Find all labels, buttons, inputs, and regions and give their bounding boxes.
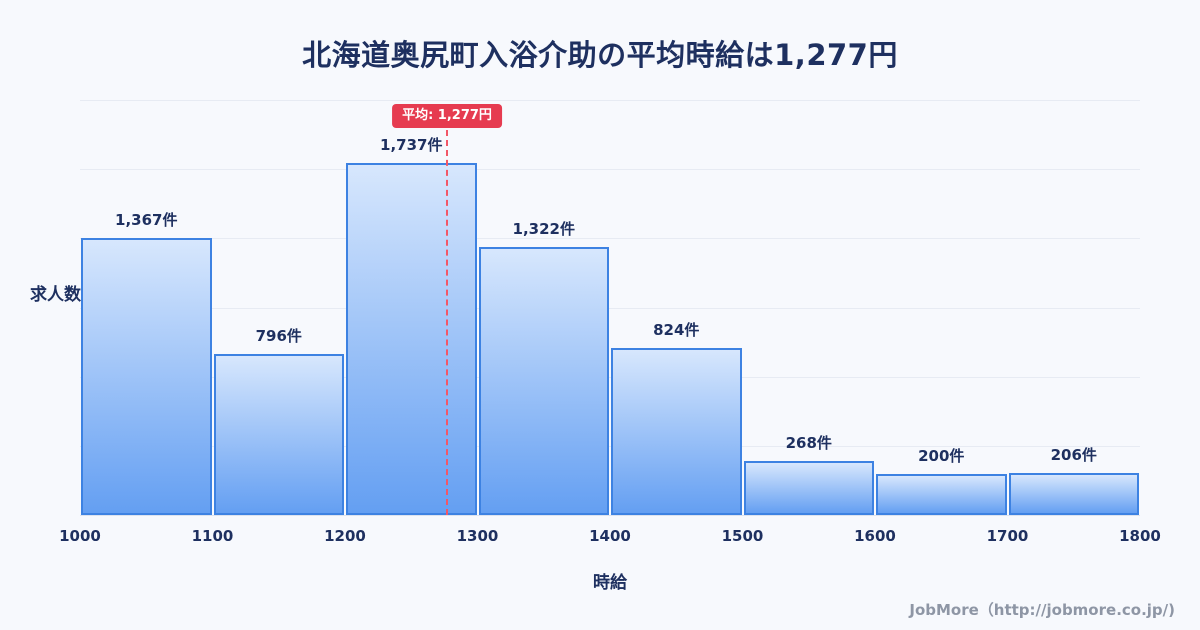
x-tick-1600: 1600 (854, 527, 896, 545)
x-tick-1300: 1300 (456, 527, 499, 545)
gridline (80, 100, 1140, 101)
x-tick-1100: 1100 (191, 527, 234, 545)
gridline (80, 238, 1140, 240)
histogram-bar-group-1300-1400: 1,322件 (478, 130, 611, 515)
bar-1400-1500 (611, 348, 742, 515)
bar-value-label: 268件 (785, 434, 832, 452)
chart-title: 北海道奥尻町入浴介助の平均時給は1,277円 (302, 38, 898, 72)
x-axis-ticks: 1000 1100 1200 1300 1400 1500 1600 1700 1800 (59, 527, 1161, 547)
bar-1600-1700 (876, 474, 1007, 515)
y-axis-label: 求人数 (30, 285, 81, 305)
x-axis-label: 時給 (593, 573, 627, 593)
bar-1300-1400 (478, 247, 609, 515)
histogram-bar-group-1600-1700: 200件 (875, 130, 1008, 515)
gridline (80, 169, 1140, 171)
bar-value-label: 1,367件 (115, 211, 178, 229)
bar-value-label: 824件 (653, 321, 700, 339)
average-badge: 平均: 1,277円 (392, 104, 502, 128)
x-tick-1000: 1000 (59, 527, 101, 545)
bar-1700-1800 (1008, 473, 1139, 515)
histogram-bar-group-1500-1600: 268件 (743, 130, 876, 515)
histogram-plot-area: 平均: 1,277円 1,367件 796件 1,737件 1,322件 824件 268… (80, 104, 1141, 515)
gridline (80, 307, 1140, 309)
x-tick-1400: 1400 (589, 527, 631, 545)
bar-1500-1600 (743, 461, 874, 515)
histogram-bar-group-1400-1500: 824件 (610, 130, 743, 515)
bar-value-label: 1,322件 (512, 220, 575, 238)
bar-value-label: 1,737件 (380, 136, 443, 154)
bar-value-label: 796件 (255, 327, 302, 345)
bar-1100-1200 (213, 354, 344, 515)
histogram-bar-group-1700-1800: 206件 (1008, 130, 1141, 515)
gridline (80, 515, 1140, 516)
x-tick-1500: 1500 (721, 527, 764, 545)
bar-value-label: 206件 (1050, 446, 1097, 464)
footer-credit: JobMore（http://jobmore.co.jp/) (909, 601, 1175, 619)
x-tick-1700: 1700 (986, 527, 1029, 545)
gridline (80, 445, 1140, 447)
bar-1200-1300 (346, 163, 477, 515)
histogram-bar-group-1100-1200: 796件 (213, 130, 346, 515)
bar-value-label: 200件 (918, 447, 965, 465)
gridlines-layer (80, 100, 1140, 516)
histogram-bar-group-1200-1300: 1,737件 (345, 130, 478, 515)
gridline (80, 376, 1140, 378)
x-tick-1200: 1200 (324, 527, 366, 545)
histogram-bar-group-1000-1100: 1,367件 (80, 130, 213, 515)
x-tick-1800: 1800 (1119, 527, 1161, 545)
bar-1000-1100 (81, 238, 212, 515)
average-line (446, 130, 449, 515)
